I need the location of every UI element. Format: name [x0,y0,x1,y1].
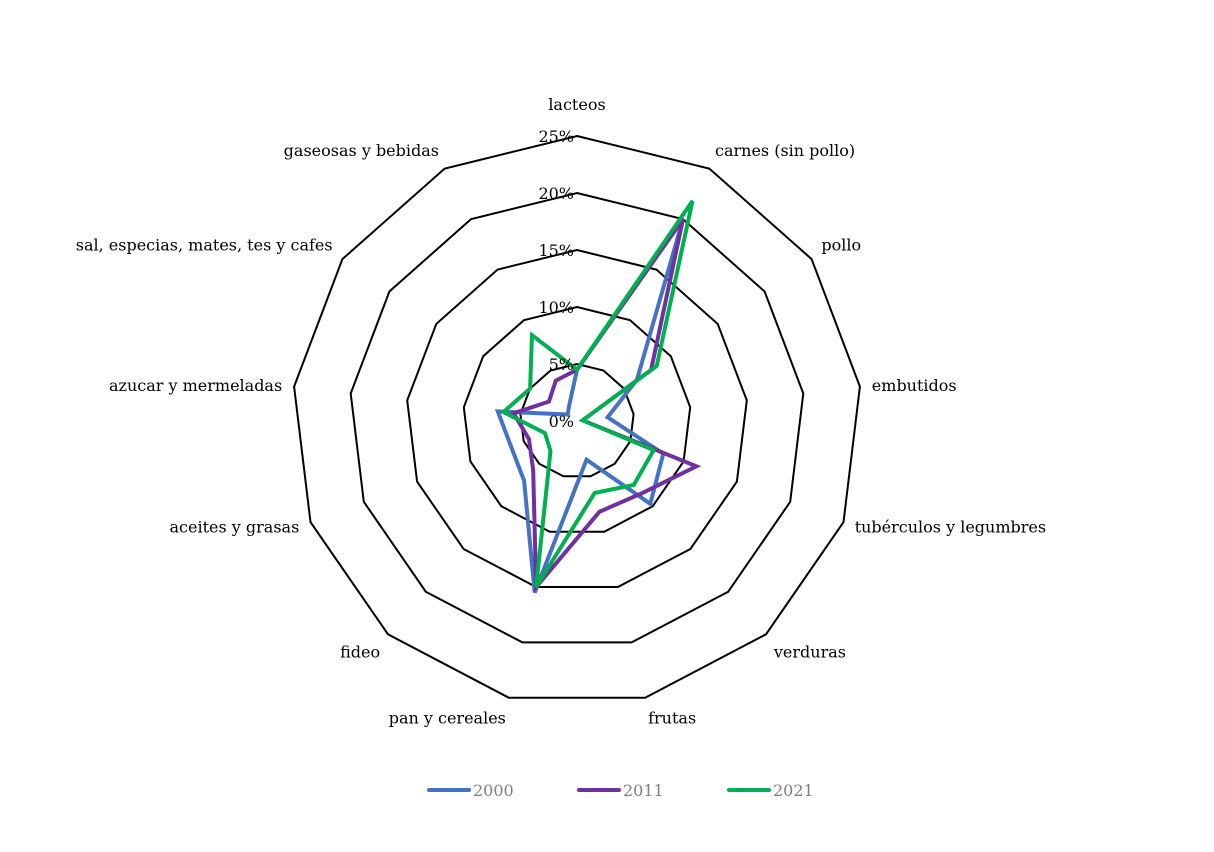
category-labels: lacteos carnes (sin pollo) pollo embutidos t… [76,95,1046,727]
category-label: verduras [773,642,846,661]
legend-swatch-2011 [577,788,621,792]
grid-ring-5 [293,134,861,699]
tick-label: 20% [538,184,574,203]
legend-item-2021: 2021 [727,778,814,802]
category-label: embutidos [872,376,957,395]
grid-ring-3 [406,248,748,588]
category-label: tubérculos y legumbres [855,517,1046,536]
category-label: gaseosas y bebidas [284,141,439,160]
category-label: pollo [821,235,861,254]
category-label: azucar y mermeladas [109,376,282,395]
category-label: aceites y grasas [170,517,300,536]
tick-label: 0% [549,412,574,431]
radar-grid [293,134,861,699]
series-line-2021 [499,199,695,589]
tick-label: 10% [538,298,574,317]
tick-label: 25% [538,127,574,146]
legend-label-2021: 2021 [773,780,814,800]
category-label: lacteos [548,95,605,114]
category-label: pan y cereales [389,708,506,727]
legend-swatch-2000 [427,788,471,792]
grid-ring-1 [519,362,635,478]
legend-item-2000: 2000 [427,778,514,802]
radial-tick-labels: 0% 5% 10% 15% 20% 25% [538,127,574,431]
category-label: frutas [648,708,696,727]
legend-swatch-2021 [727,788,771,792]
series-line-2000 [494,217,685,594]
radar-series [494,199,702,594]
legend-label-2011: 2011 [623,780,664,800]
legend-item-2011: 2011 [577,778,664,802]
tick-label: 5% [549,355,574,374]
category-label: sal, especias, mates, tes y cafes [76,235,333,254]
tick-label: 15% [538,241,574,260]
category-label: carnes (sin pollo) [715,141,855,160]
grid-ring-4 [349,191,805,644]
grid-ring-2 [462,305,692,533]
legend-label-2000: 2000 [473,780,514,800]
legend: 2000 2011 2021 [0,778,1214,802]
category-label: fideo [340,642,380,661]
